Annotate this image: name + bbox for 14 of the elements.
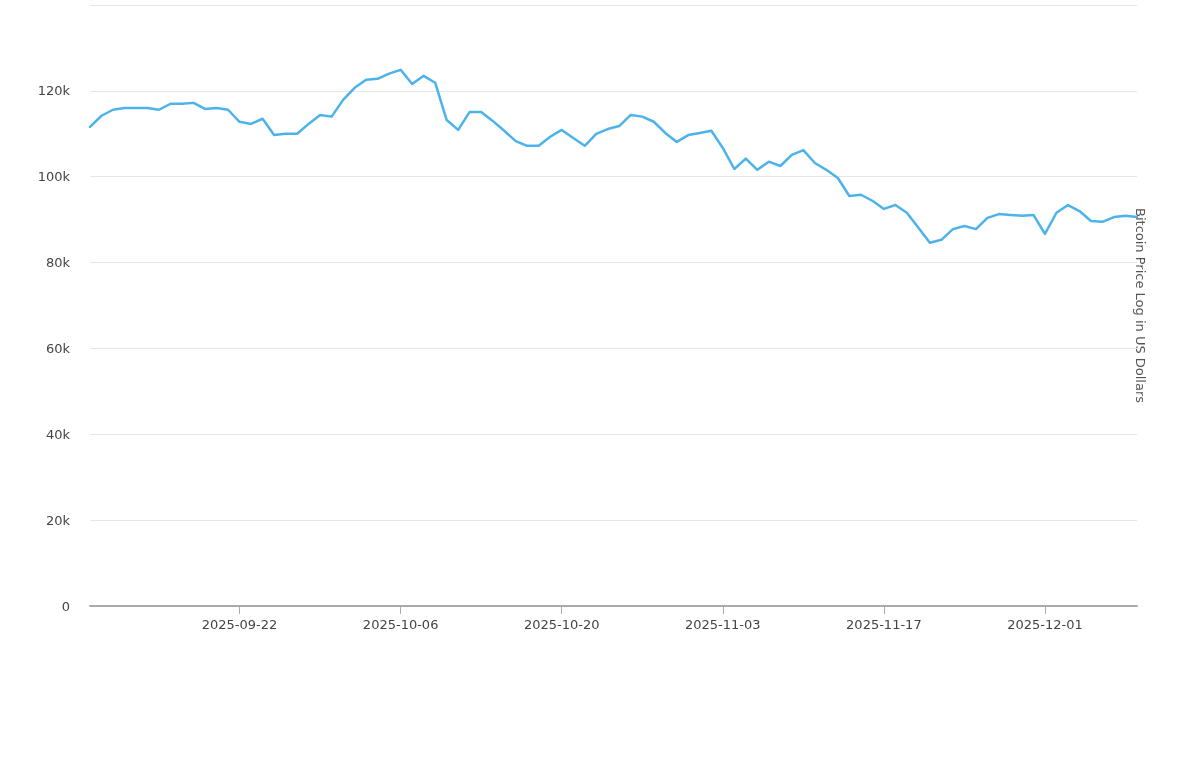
x-tick-label: 2025-11-03 — [685, 617, 761, 632]
y-axis-title: Bitcoin Price Log in US Dollars — [1133, 208, 1148, 404]
y-tick-label: 20k — [45, 512, 71, 528]
x-tick-label: 2025-10-06 — [362, 617, 439, 632]
x-tick-label: 2025-10-20 — [523, 617, 600, 632]
x-tick-label: 2025-09-22 — [201, 617, 278, 632]
y-tick-label: 60k — [45, 340, 71, 356]
y-tick-label: 120k — [37, 83, 71, 99]
y-tick-label: 80k — [45, 255, 71, 271]
y-tick-label: 0 — [61, 598, 70, 614]
x-tick-label: 2025-11-17 — [846, 617, 922, 632]
x-tick-label: 2025-12-01 — [1007, 617, 1083, 632]
y-tick-label: 40k — [45, 426, 71, 442]
y-tick-label: 100k — [37, 169, 71, 185]
